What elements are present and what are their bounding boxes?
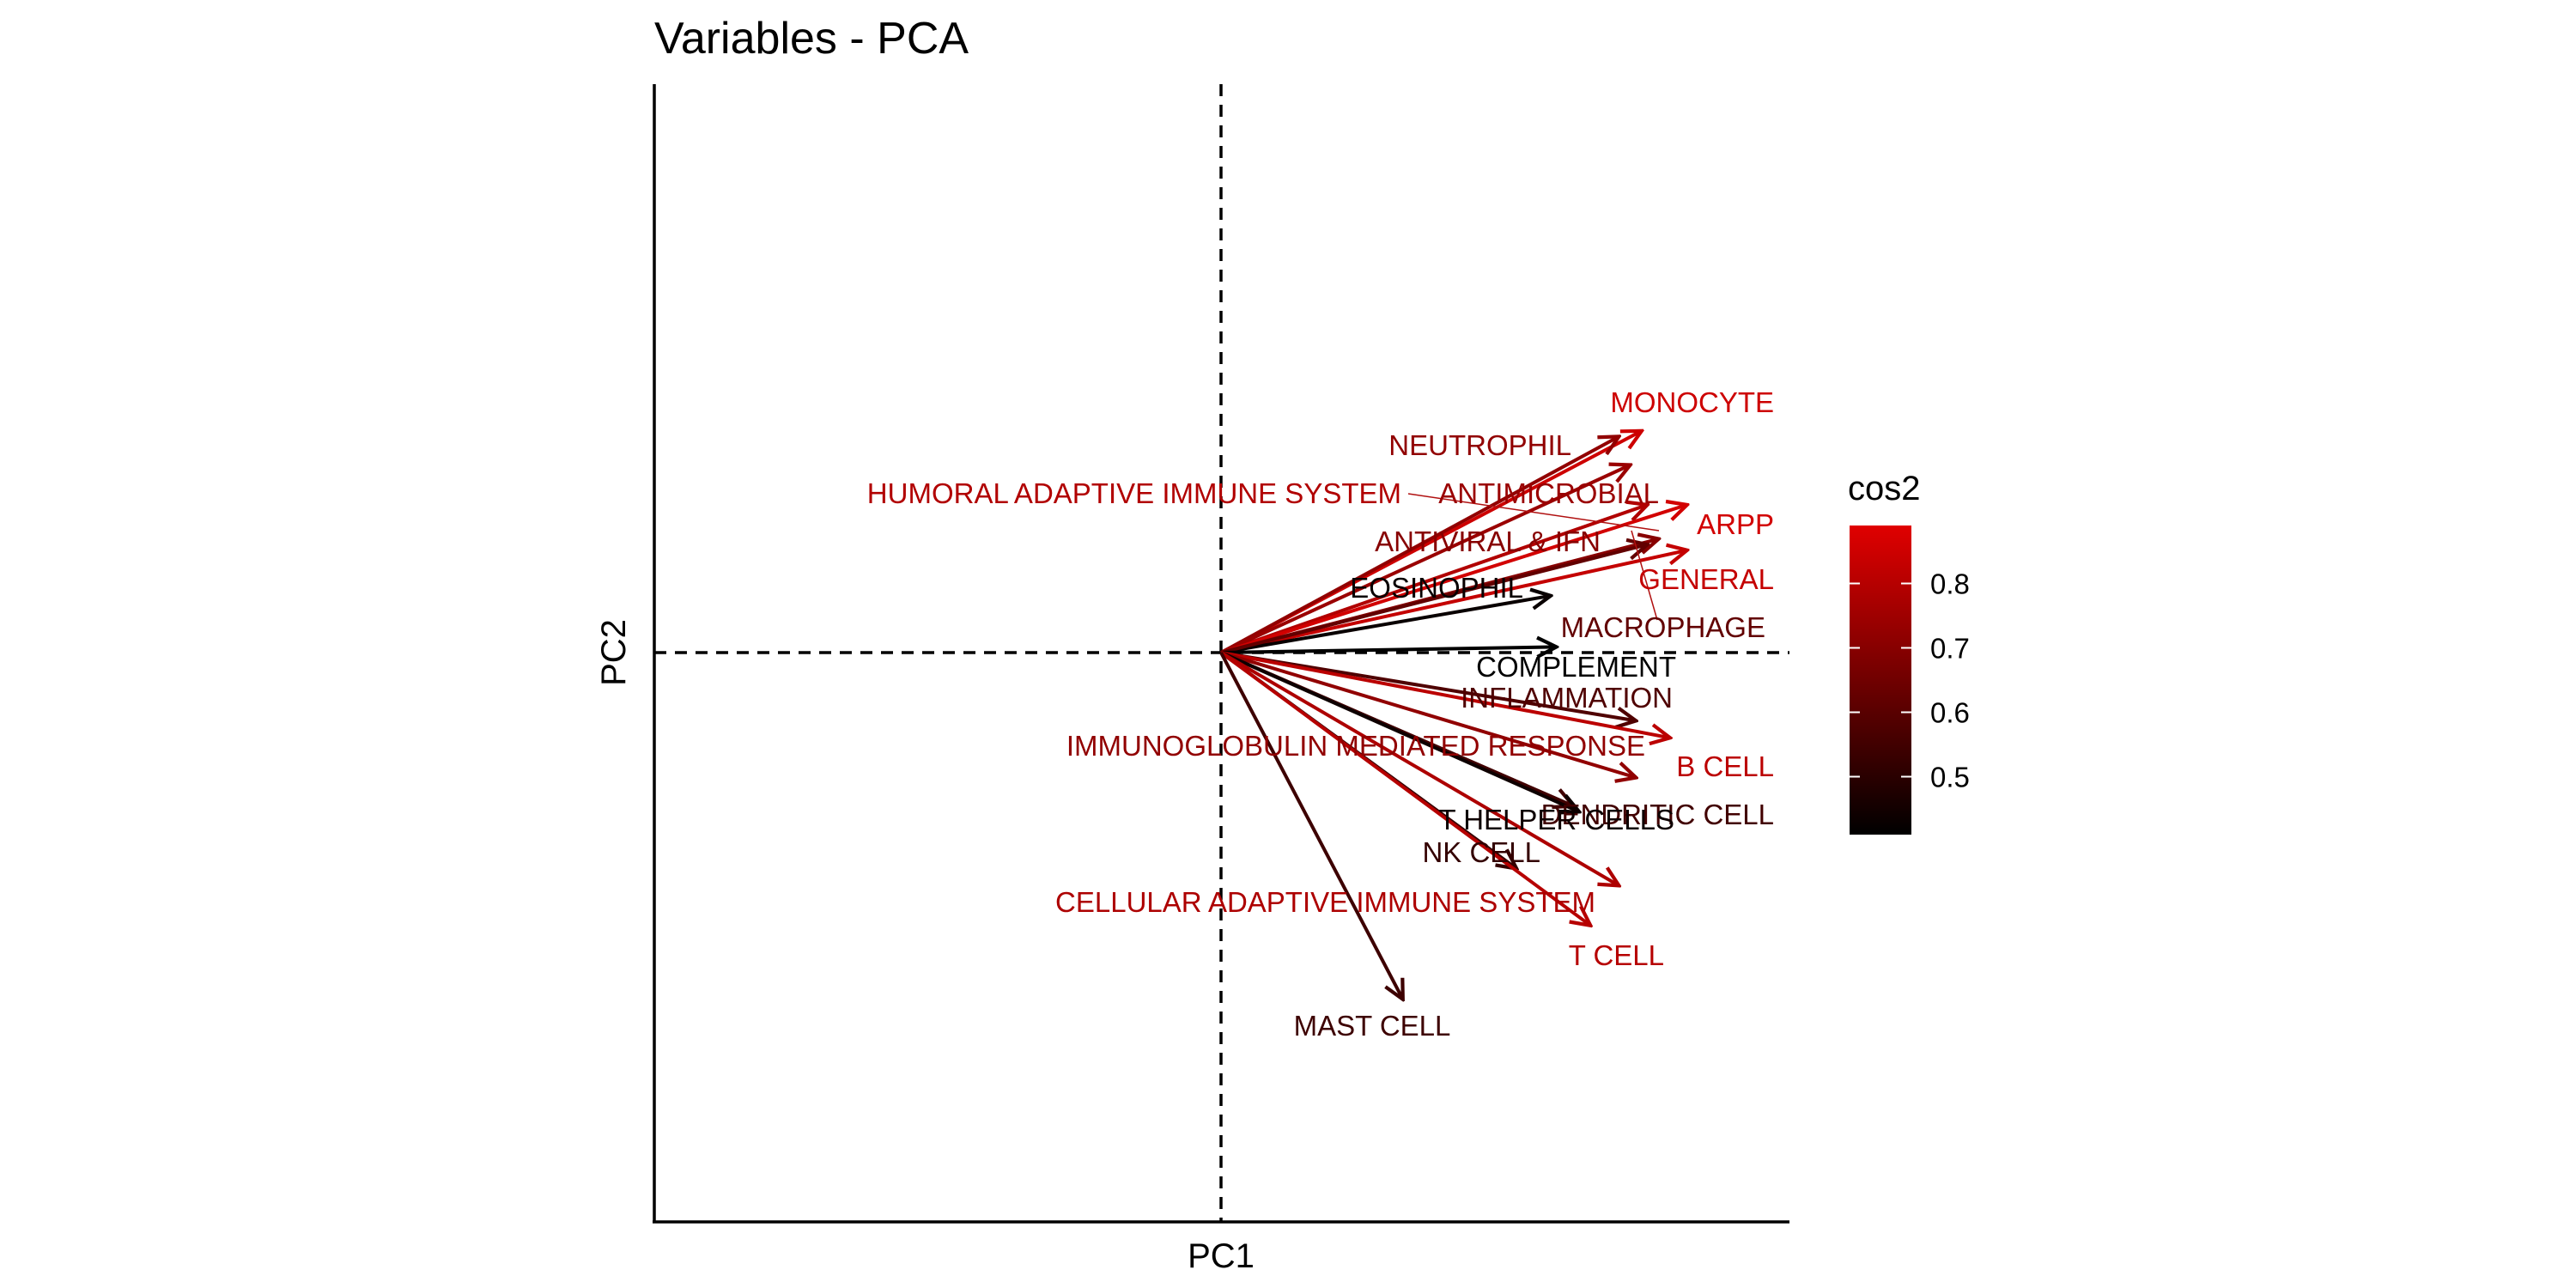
label-t-helper-cells: T HELPER CELLS [1438, 804, 1674, 835]
label-immunoglobulin-mediated-response: IMMUNOGLOBULIN MEDIATED RESPONSE [1066, 730, 1645, 762]
arrow-b-cell [1220, 651, 1670, 738]
label-monocyte: MONOCYTE [1610, 386, 1774, 418]
legend-title: cos2 [1848, 470, 1921, 507]
arrow-immunoglobulin-mediated-response [1220, 651, 1636, 778]
arrow-general [1220, 550, 1687, 654]
label-antimicrobial: ANTIMICROBIAL [1438, 477, 1659, 509]
arrow-arpp [1220, 505, 1687, 654]
arrow-humoral-adaptive-immune-system [1220, 505, 1648, 654]
legend-tick-label: 0.8 [1930, 568, 1970, 600]
label-neutrophil: NEUTROPHIL [1388, 429, 1571, 461]
x-axis-title: PC1 [1188, 1237, 1255, 1275]
label-complement: COMPLEMENT [1476, 651, 1676, 683]
label-nk-cell: NK CELL [1422, 836, 1540, 868]
arrow-antimicrobial [1220, 465, 1631, 654]
label-dendritic-cell: DENDRITIC CELL [1541, 799, 1774, 830]
y-axis-title: PC2 [595, 619, 633, 686]
legend-tick-label: 0.5 [1930, 762, 1970, 793]
variable-labels: MONOCYTE NEUTROPHIL HUMORAL ADAPTIVE IMMUN… [867, 386, 1774, 1042]
label-arpp: ARPP [1697, 508, 1774, 540]
cos2-legend: cos2 0.5 0.6 0.7 0.8 [1848, 470, 1970, 835]
legend-ticks: 0.5 0.6 0.7 0.8 [1850, 568, 1970, 793]
legend-tick-label: 0.7 [1930, 633, 1970, 665]
legend-tick-label: 0.6 [1930, 697, 1970, 729]
leader-line-0 [1407, 493, 1660, 532]
arrow-mast-cell [1219, 652, 1403, 999]
label-macrophage: MACROPHAGE [1561, 611, 1765, 643]
arrow-neutrophil [1220, 436, 1619, 654]
chart-title: Variables - PCA [654, 14, 969, 64]
arrow-eosinophil [1220, 596, 1551, 654]
label-cellular-adaptive-immune-system: CELLULAR ADAPTIVE IMMUNE SYSTEM [1055, 886, 1595, 918]
arrow-cellular-adaptive-immune-system [1219, 651, 1619, 885]
arrow-inflammation [1220, 651, 1636, 720]
arrow-t-cell [1219, 651, 1590, 926]
label-humoral-adaptive-immune-system: HUMORAL ADAPTIVE IMMUNE SYSTEM [867, 477, 1401, 509]
arrow-macrophage [1220, 544, 1648, 654]
arrow-complement [1220, 647, 1557, 653]
legend-colorbar [1850, 526, 1911, 835]
label-t-cell: T CELL [1569, 939, 1664, 971]
label-antiviral-ifn: ANTIVIRAL & IFN [1375, 526, 1601, 557]
leader-line-1 [1631, 530, 1658, 621]
label-b-cell: B CELL [1676, 750, 1774, 782]
arrow-t-helper-cells [1220, 651, 1579, 811]
label-eosinophil: EOSINOPHIL [1350, 572, 1523, 604]
variable-arrows [1219, 431, 1687, 999]
label-general: GENERAL [1638, 563, 1774, 595]
label-leader-lines [1407, 493, 1660, 621]
label-inflammation: INFLAMMATION [1461, 682, 1673, 714]
label-mast-cell: MAST CELL [1294, 1010, 1451, 1042]
